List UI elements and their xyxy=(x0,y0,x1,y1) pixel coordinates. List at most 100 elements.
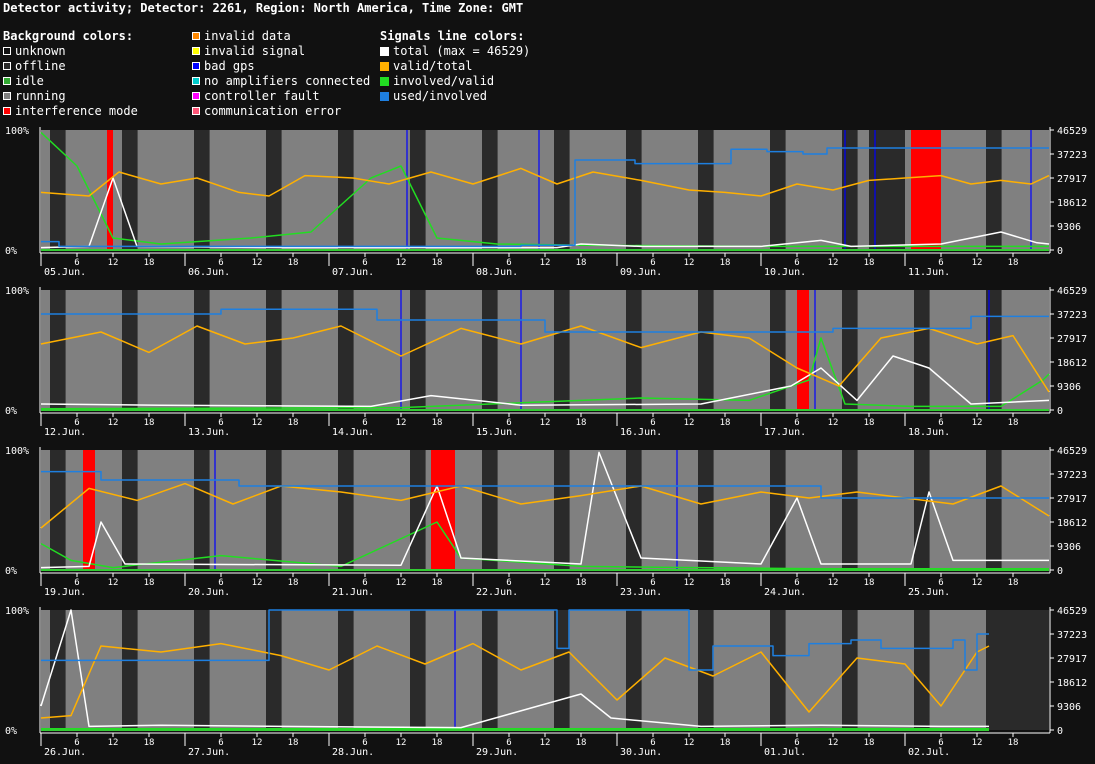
day-label: 23.Jun. xyxy=(620,587,662,598)
involved-valid-line xyxy=(40,131,1049,248)
legend-label: total (max = 46529) xyxy=(393,44,531,58)
total-line xyxy=(40,355,1050,408)
hour-label: 12 xyxy=(396,738,407,748)
hour-label: 18 xyxy=(1008,418,1019,428)
offline-band xyxy=(338,290,354,410)
offline-band xyxy=(698,450,714,570)
offline-band xyxy=(914,290,930,410)
y-tick-label-right: 18612 xyxy=(1057,358,1087,369)
legend-item-interference: interference mode xyxy=(3,104,138,118)
hour-label: 6 xyxy=(506,738,511,748)
swatch-controller-fault xyxy=(192,92,200,100)
legend-item-offline: offline xyxy=(3,59,66,73)
hour-label: 12 xyxy=(252,738,263,748)
hour-label: 12 xyxy=(108,258,119,268)
hour-label: 6 xyxy=(650,738,655,748)
hour-label: 18 xyxy=(432,258,443,268)
hour-label: 6 xyxy=(794,258,799,268)
y-tick-label-right: 9306 xyxy=(1057,382,1081,393)
legend-item-bad-gps: bad gps xyxy=(192,59,255,73)
swatch-unknown xyxy=(3,47,11,55)
hour-label: 6 xyxy=(794,418,799,428)
legend-label: running xyxy=(15,89,66,103)
hour-label: 18 xyxy=(432,418,443,428)
y-tick-label-right: 46529 xyxy=(1057,606,1087,617)
offline-band xyxy=(122,130,138,250)
hour-label: 12 xyxy=(540,738,551,748)
day-label: 16.Jun. xyxy=(620,427,662,438)
day-label: 26.Jun. xyxy=(44,747,86,758)
offline-band xyxy=(338,450,354,570)
y-tick-label-right: 37223 xyxy=(1057,150,1087,161)
day-label: 19.Jun. xyxy=(44,587,86,598)
hour-label: 12 xyxy=(972,418,983,428)
y-tick-label-right: 9306 xyxy=(1057,222,1081,233)
offline-band xyxy=(266,290,282,410)
y-tick-label-right: 0 xyxy=(1057,566,1063,577)
hour-label: 18 xyxy=(864,258,875,268)
offline-band xyxy=(410,610,426,730)
day-label: 10.Jun. xyxy=(764,267,806,278)
legend-item-communication-error: communication error xyxy=(192,104,341,118)
offline-band xyxy=(122,290,138,410)
y-tick-label-left: 100% xyxy=(5,606,29,617)
hour-label: 18 xyxy=(288,418,299,428)
offline-band xyxy=(554,130,570,250)
day-label: 09.Jun. xyxy=(620,267,662,278)
day-label: 01.Jul. xyxy=(764,747,806,758)
offline-band xyxy=(986,450,1002,570)
hour-label: 6 xyxy=(650,258,655,268)
legend-item-used-involved: used/involved xyxy=(380,89,487,103)
offline-band xyxy=(914,450,930,570)
legend-item-valid-total: valid/total xyxy=(380,59,472,73)
day-label: 08.Jun. xyxy=(476,267,518,278)
hour-label: 18 xyxy=(1008,578,1019,588)
legend-label: bad gps xyxy=(204,59,255,73)
y-tick-label-right: 9306 xyxy=(1057,542,1081,553)
legend-item-invalid-data: invalid data xyxy=(192,29,291,43)
hour-label: 18 xyxy=(288,258,299,268)
hour-label: 12 xyxy=(828,258,839,268)
hour-label: 18 xyxy=(432,578,443,588)
swatch-involved-valid xyxy=(380,76,389,86)
hour-label: 12 xyxy=(396,258,407,268)
hour-label: 6 xyxy=(938,258,943,268)
chart-title: Detector activity; Detector: 2261, Regio… xyxy=(3,1,524,15)
hour-label: 12 xyxy=(828,418,839,428)
y-tick-label-right: 46529 xyxy=(1057,126,1087,137)
swatch-valid-total xyxy=(380,61,389,71)
day-label: 05.Jun. xyxy=(44,267,86,278)
hour-label: 12 xyxy=(108,418,119,428)
hour-label: 6 xyxy=(74,578,79,588)
hour-label: 12 xyxy=(396,418,407,428)
hour-label: 18 xyxy=(144,738,155,748)
hour-label: 18 xyxy=(288,738,299,748)
day-label: 02.Jul. xyxy=(908,747,950,758)
y-tick-label-right: 27917 xyxy=(1057,174,1087,185)
day-label: 21.Jun. xyxy=(332,587,374,598)
offline-band xyxy=(482,290,498,410)
hour-label: 6 xyxy=(218,258,223,268)
interference-span xyxy=(797,290,809,410)
hour-label: 6 xyxy=(218,738,223,748)
offline-band xyxy=(770,610,786,730)
hour-label: 6 xyxy=(362,258,367,268)
offline-band xyxy=(266,450,282,570)
offline-band xyxy=(50,290,66,410)
offline-band xyxy=(626,290,642,410)
hour-label: 18 xyxy=(576,258,587,268)
hour-label: 12 xyxy=(828,578,839,588)
day-label: 18.Jun. xyxy=(908,427,950,438)
day-label: 24.Jun. xyxy=(764,587,806,598)
swatch-interference xyxy=(3,107,11,115)
used-involved-line xyxy=(41,147,1049,248)
hour-label: 18 xyxy=(144,578,155,588)
swatch-communication-error xyxy=(192,107,200,115)
hour-label: 18 xyxy=(864,418,875,428)
swatch-idle xyxy=(3,77,11,85)
running-background xyxy=(41,290,1049,410)
hour-label: 6 xyxy=(794,738,799,748)
day-label: 27.Jun. xyxy=(188,747,230,758)
